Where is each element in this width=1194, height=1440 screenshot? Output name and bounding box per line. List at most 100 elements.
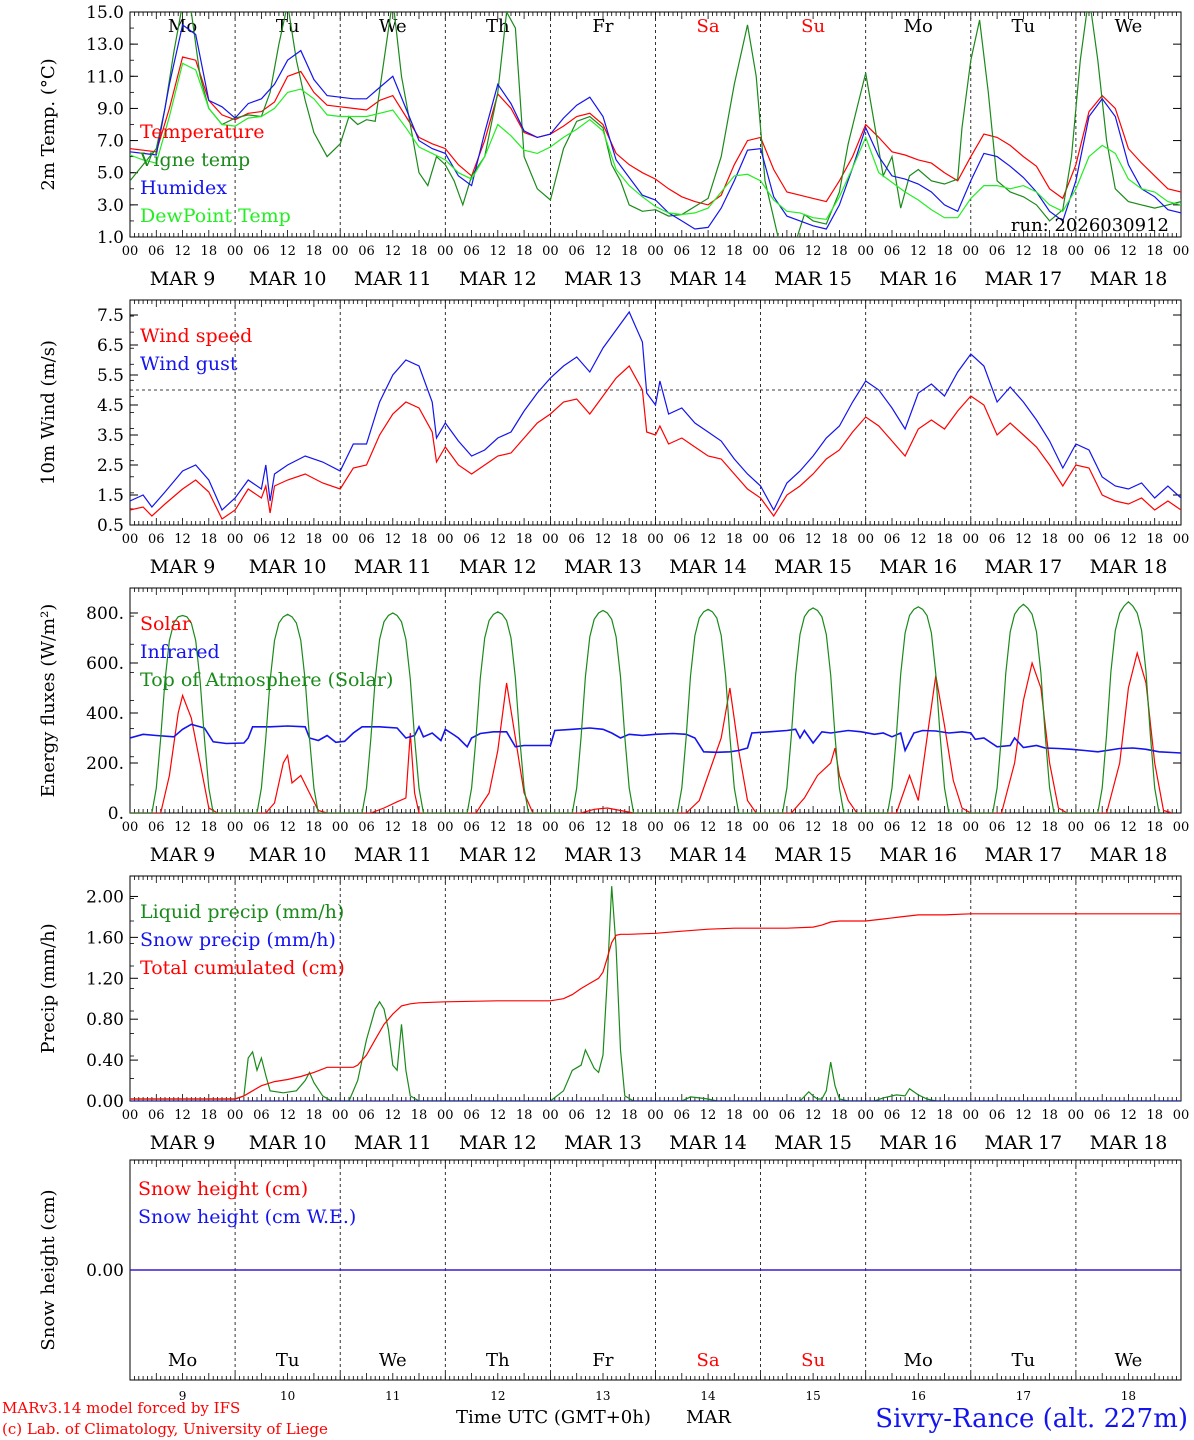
x-hour-label: 00: [963, 532, 980, 547]
x-hour-label: 12: [805, 532, 822, 547]
x-hour-label: 18: [201, 244, 218, 259]
x-day-label: MAR 14: [669, 556, 747, 578]
x-hour-label: 12: [1120, 1108, 1137, 1123]
dow-label: We: [379, 16, 407, 37]
footer-lab-credit: (c) Lab. of Climatology, University of L…: [2, 1420, 328, 1438]
x-day-label: MAR 15: [774, 844, 852, 866]
x-date-label: 16: [911, 1389, 926, 1403]
x-hour-label: 00: [857, 532, 874, 547]
x-hour-label: 00: [332, 532, 349, 547]
dow-label: Mo: [904, 1350, 933, 1371]
x-day-label: MAR 13: [564, 1132, 642, 1154]
x-day-label: MAR 11: [354, 1132, 432, 1154]
x-hour-label: 18: [201, 820, 218, 835]
x-day-label: MAR 12: [459, 1132, 537, 1154]
x-hour-label: 06: [884, 244, 901, 259]
dow-label: Fr: [592, 1350, 613, 1371]
x-date-label: 14: [700, 1389, 716, 1403]
x-date-label: 17: [1016, 1389, 1031, 1403]
x-hour-label: 00: [227, 1108, 244, 1123]
series-line-temperature: [130, 56, 1181, 206]
x-hour-label: 18: [1041, 1108, 1058, 1123]
x-day-label: MAR 11: [354, 844, 432, 866]
legend-entry: Top of Atmosphere (Solar): [140, 669, 393, 691]
x-hour-label: 06: [989, 1108, 1006, 1123]
series-group: [130, 12, 1181, 237]
x-hour-label: 12: [174, 532, 191, 547]
x-hour-label: 18: [936, 532, 953, 547]
y-tick-label: 0.80: [86, 1010, 124, 1030]
dow-label: Su: [801, 1350, 825, 1371]
x-hour-label: 06: [1094, 1108, 1111, 1123]
x-day-label: MAR 13: [564, 844, 642, 866]
series-line-total-cumulated-cm-: [130, 913, 1181, 1100]
legend-entry: Wind gust: [140, 353, 238, 375]
x-hour-label: 06: [568, 820, 585, 835]
y-tick-label: 1.60: [86, 928, 124, 948]
x-hour-label: 06: [148, 244, 165, 259]
x-hour-label: 06: [253, 244, 270, 259]
x-hour-label: 00: [752, 244, 769, 259]
x-hour-label: 12: [700, 1108, 717, 1123]
x-hour-label: 18: [411, 1108, 428, 1123]
x-hour-label: 06: [779, 820, 796, 835]
y-axis-label: Energy fluxes (W/m²): [38, 604, 59, 798]
x-hour-label: 18: [726, 1108, 743, 1123]
x-day-label: MAR 17: [984, 1132, 1062, 1154]
station-name: Sivry-Rance (alt. 227m): [875, 1404, 1188, 1434]
x-hour-label: 00: [857, 1108, 874, 1123]
x-hour-label: 18: [306, 532, 323, 547]
x-hour-label: 00: [437, 532, 454, 547]
x-hour-label: 18: [1146, 532, 1163, 547]
legend-entry: Humidex: [140, 177, 227, 199]
dow-label: Tu: [1012, 1350, 1036, 1371]
x-hour-label: 00: [963, 244, 980, 259]
x-hour-label: 18: [411, 244, 428, 259]
x-hour-label: 00: [122, 1108, 139, 1123]
dow-label: Mo: [168, 1350, 197, 1371]
x-hour-label: 06: [253, 532, 270, 547]
panels-layer: 1.0 3.0 5.0 7.0 9.0 11.0 13.0 15.0 2m Temp. (°C)…: [38, 3, 1190, 1403]
x-day-label: MAR 17: [984, 844, 1062, 866]
y-tick-label: 7.0: [97, 132, 124, 152]
footer-model-credit: MARv3.14 model forced by IFS: [2, 1399, 240, 1417]
x-day-label: MAR 16: [879, 268, 957, 290]
x-day-label: MAR 9: [150, 556, 216, 578]
x-hour-label: 00: [1173, 1108, 1190, 1123]
legend-entry: Infrared: [140, 641, 220, 663]
dow-label: Su: [801, 16, 825, 37]
x-day-label: MAR 13: [564, 268, 642, 290]
x-hour-label: 00: [1173, 244, 1190, 259]
x-day-label: MAR 9: [150, 1132, 216, 1154]
y-tick-label: 200.: [86, 754, 124, 774]
x-date-label: 18: [1121, 1389, 1136, 1403]
dow-label: Sa: [697, 1350, 720, 1371]
x-date-label: 9: [179, 1389, 187, 1403]
x-day-label: MAR 16: [879, 1132, 957, 1154]
x-hour-label: 18: [1041, 244, 1058, 259]
y-tick-label: 9.0: [97, 99, 124, 119]
x-hour-label: 00: [647, 820, 664, 835]
x-hour-label: 06: [779, 1108, 796, 1123]
x-hour-label: 18: [831, 532, 848, 547]
x-hour-label: 18: [936, 244, 953, 259]
panel-energy: 0. 200. 400. 600. 800. Energy fluxes (W/m²) So…: [38, 587, 1190, 866]
y-tick-label: 7.5: [97, 306, 124, 326]
x-hour-label: 00: [1173, 820, 1190, 835]
x-hour-label: 18: [726, 532, 743, 547]
x-hour-label: 12: [700, 244, 717, 259]
x-hour-label: 12: [910, 820, 927, 835]
x-day-label: MAR 16: [879, 844, 957, 866]
x-hour-label: 00: [857, 820, 874, 835]
x-hour-label: 06: [779, 532, 796, 547]
x-hour-label: 18: [621, 820, 638, 835]
y-tick-label: 15.0: [86, 3, 124, 23]
x-hour-label: 00: [1173, 532, 1190, 547]
y-tick-label: 2.00: [86, 887, 124, 907]
x-hour-label: 12: [490, 820, 507, 835]
y-axis-label: Precip (mm/h): [38, 923, 59, 1053]
x-hour-label: 06: [148, 820, 165, 835]
x-hour-label: 06: [358, 244, 375, 259]
